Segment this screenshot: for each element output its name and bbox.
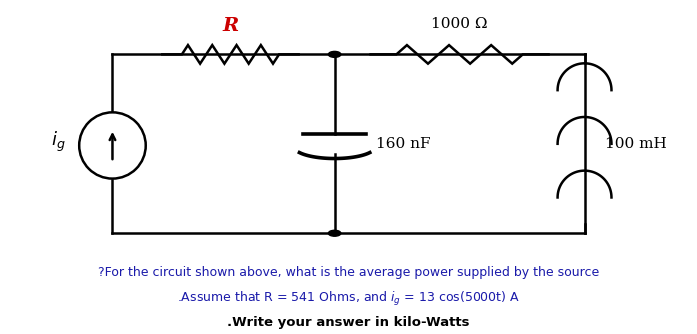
Text: .Write your answer in kilo-Watts: .Write your answer in kilo-Watts: [227, 316, 470, 329]
Text: 1000 Ω: 1000 Ω: [431, 17, 488, 31]
Text: $i_g$: $i_g$: [51, 130, 66, 154]
Text: ?For the circuit shown above, what is the average power supplied by the source: ?For the circuit shown above, what is th…: [98, 267, 599, 280]
Circle shape: [328, 51, 341, 57]
Text: .Assume that R = 541 Ohms, and $i_g$ = 13 cos(5000t) A: .Assume that R = 541 Ohms, and $i_g$ = 1…: [177, 291, 520, 309]
Circle shape: [328, 230, 341, 236]
Text: R: R: [222, 16, 238, 34]
Text: 160 nF: 160 nF: [376, 137, 431, 151]
Text: 100 mH: 100 mH: [606, 137, 667, 151]
